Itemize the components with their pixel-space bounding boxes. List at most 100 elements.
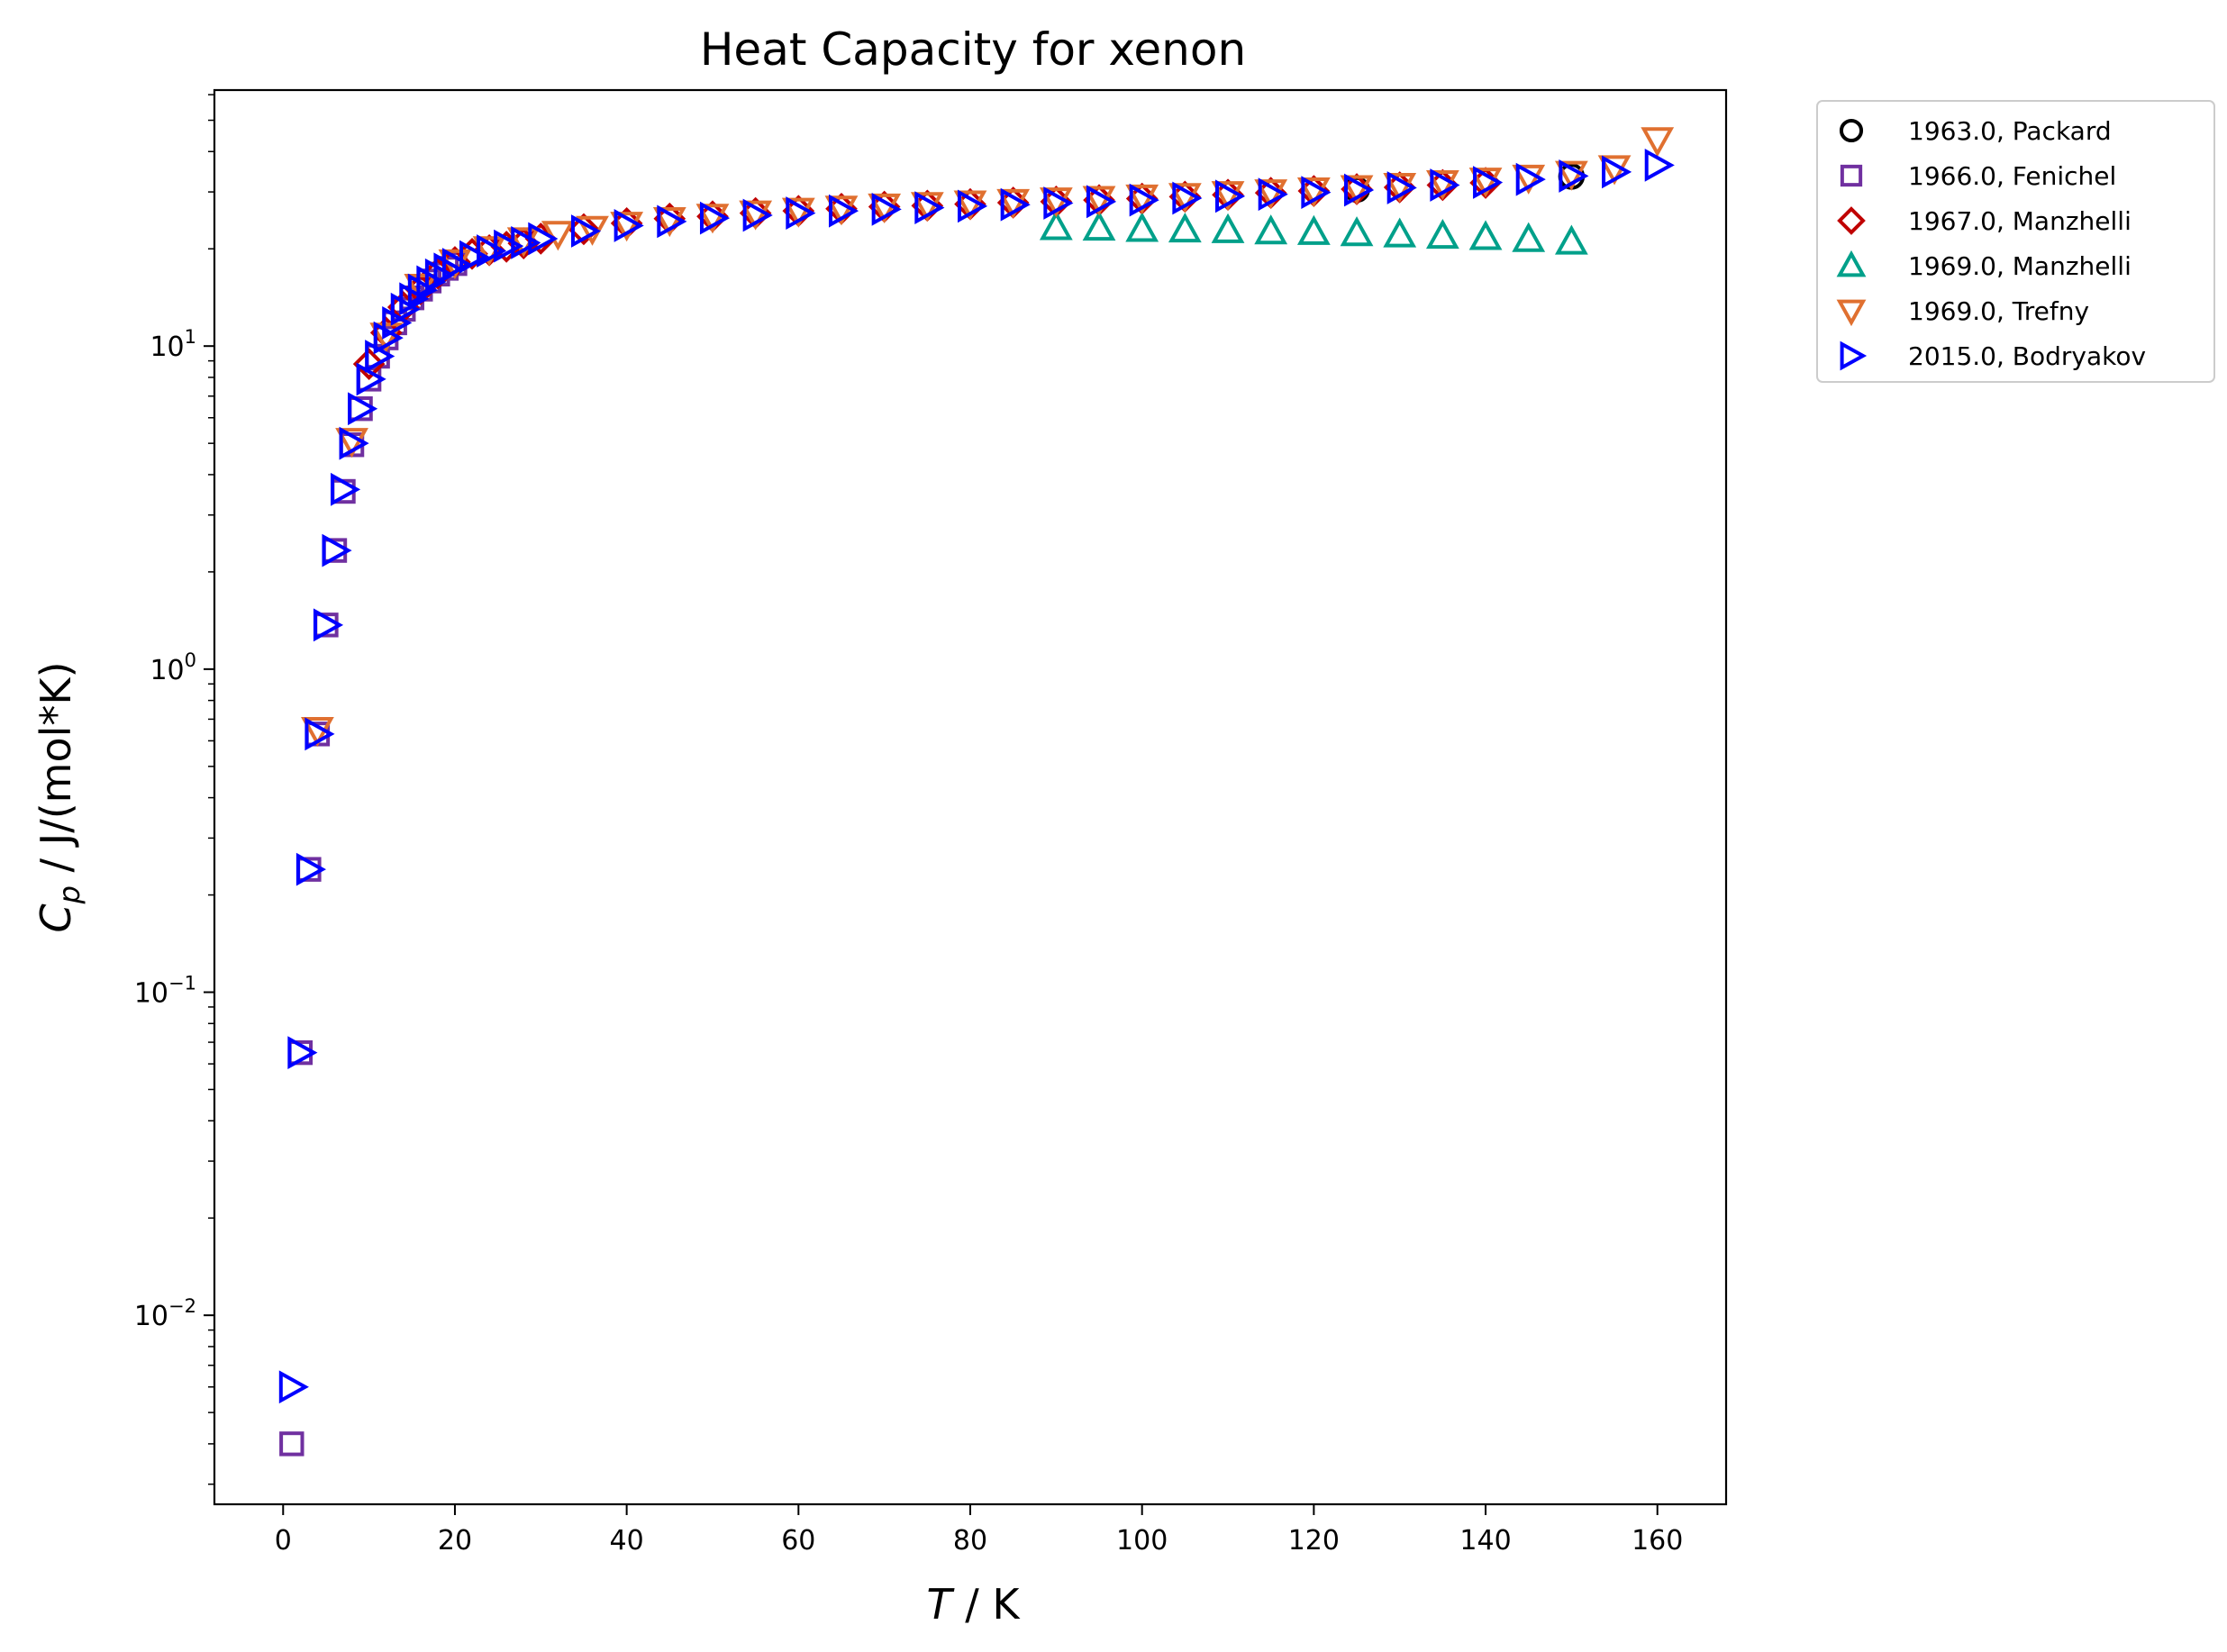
- data-point: [1258, 177, 1288, 212]
- data-point: [614, 209, 644, 242]
- legend-label: 1967.0, Manzhelli: [1908, 206, 2132, 236]
- data-point: [390, 292, 421, 326]
- data-point: [373, 321, 404, 355]
- data-point: [305, 717, 335, 751]
- x-tick-label: 20: [438, 1525, 472, 1557]
- data-point: [313, 608, 344, 642]
- data-point: [1641, 127, 1675, 158]
- data-point: [1168, 183, 1202, 213]
- data-point: [511, 225, 541, 259]
- data-point: [1172, 181, 1203, 215]
- x-axis: 0 20 40 60 80 100 120 140 160: [275, 1504, 1683, 1557]
- data-point: [339, 426, 369, 460]
- data-point: [1215, 179, 1246, 213]
- data-point: [494, 229, 524, 263]
- legend-label: 1969.0, Trefny: [1908, 296, 2089, 326]
- series-0: [1343, 163, 1586, 204]
- data-point: [407, 273, 438, 307]
- data-point: [1086, 185, 1117, 219]
- x-axis-label: T / K: [926, 1580, 1021, 1629]
- data-point: [348, 392, 378, 426]
- legend-marker: [1840, 340, 1868, 371]
- data-point: [1554, 224, 1588, 255]
- data-point: [287, 1036, 318, 1070]
- data-point: [335, 428, 368, 458]
- legend-marker: [1836, 250, 1867, 277]
- data-point: [1039, 210, 1073, 241]
- series-5: [278, 148, 1675, 1404]
- data-point: [1168, 213, 1202, 243]
- data-point: [1254, 214, 1288, 245]
- data-point: [1430, 168, 1460, 202]
- legend-marker: [1840, 164, 1863, 187]
- data-point: [459, 240, 490, 274]
- data-point: [1344, 173, 1375, 207]
- y-axis-label: Cp / J/(mol*K): [32, 661, 86, 932]
- legend: 1963.0, Packard 1966.0, Fenichel 1967.0, M…: [1816, 100, 2215, 383]
- data-point: [1125, 184, 1159, 215]
- data-point: [1211, 181, 1245, 212]
- y-axis-unit: / J/(mol*K): [32, 661, 80, 885]
- series-3: [1039, 210, 1588, 255]
- data-point: [1301, 176, 1332, 209]
- data-point: [1473, 166, 1504, 199]
- data-point: [699, 201, 731, 235]
- data-point: [382, 306, 413, 340]
- data-point: [996, 188, 1031, 219]
- data-point: [652, 206, 686, 238]
- data-point: [1211, 213, 1245, 243]
- data-point: [1468, 220, 1503, 250]
- data-point: [1254, 179, 1288, 210]
- data-point: [824, 195, 859, 226]
- data-point: [1340, 175, 1374, 205]
- data-point: [1425, 218, 1459, 250]
- data-point: [786, 196, 816, 230]
- data-point: [739, 200, 773, 231]
- legend-label: 1966.0, Fenichel: [1908, 161, 2116, 191]
- series-4: [301, 127, 1675, 748]
- data-points: [278, 127, 1675, 1457]
- y-axis-subscript: p: [52, 885, 86, 904]
- legend-label: 1963.0, Packard: [1908, 116, 2112, 146]
- plot-area: [213, 88, 1728, 1506]
- data-point: [742, 198, 773, 232]
- x-tick-label: 0: [275, 1525, 292, 1557]
- data-point: [279, 1431, 305, 1457]
- legend-marker: [1837, 206, 1866, 235]
- legend-box: [1816, 100, 2215, 383]
- data-point: [958, 189, 988, 223]
- data-point: [1386, 171, 1417, 204]
- x-tick-label: 80: [953, 1525, 987, 1557]
- data-point: [356, 362, 386, 396]
- data-point: [352, 348, 386, 380]
- data-point: [295, 852, 326, 886]
- data-point: [1554, 160, 1588, 191]
- data-point: [576, 215, 609, 246]
- data-point: [695, 204, 730, 234]
- data-point: [322, 533, 352, 567]
- x-axis-unit: / K: [952, 1580, 1022, 1629]
- data-point: [1043, 186, 1074, 220]
- data-point: [416, 265, 447, 299]
- x-tick-label: 40: [610, 1525, 644, 1557]
- data-point: [570, 214, 602, 248]
- y-axis-variable: C: [32, 903, 80, 932]
- data-point: [1602, 155, 1632, 189]
- data-point: [477, 234, 507, 268]
- data-point: [1559, 159, 1589, 193]
- x-axis-variable: T: [926, 1580, 955, 1629]
- data-point: [278, 1370, 309, 1404]
- data-point: [1515, 162, 1546, 196]
- data-point: [1296, 214, 1331, 245]
- data-point: [528, 222, 559, 256]
- data-point: [1082, 210, 1116, 241]
- y-axis: 10−2 10−1 100 101: [134, 94, 214, 1485]
- data-point: [1039, 187, 1073, 218]
- legend-label: 2015.0, Bodryakov: [1908, 341, 2146, 371]
- x-tick-label: 140: [1459, 1525, 1511, 1557]
- data-point: [610, 212, 644, 242]
- data-point: [1425, 170, 1459, 201]
- series-1: [279, 250, 468, 1457]
- x-tick-label: 60: [781, 1525, 815, 1557]
